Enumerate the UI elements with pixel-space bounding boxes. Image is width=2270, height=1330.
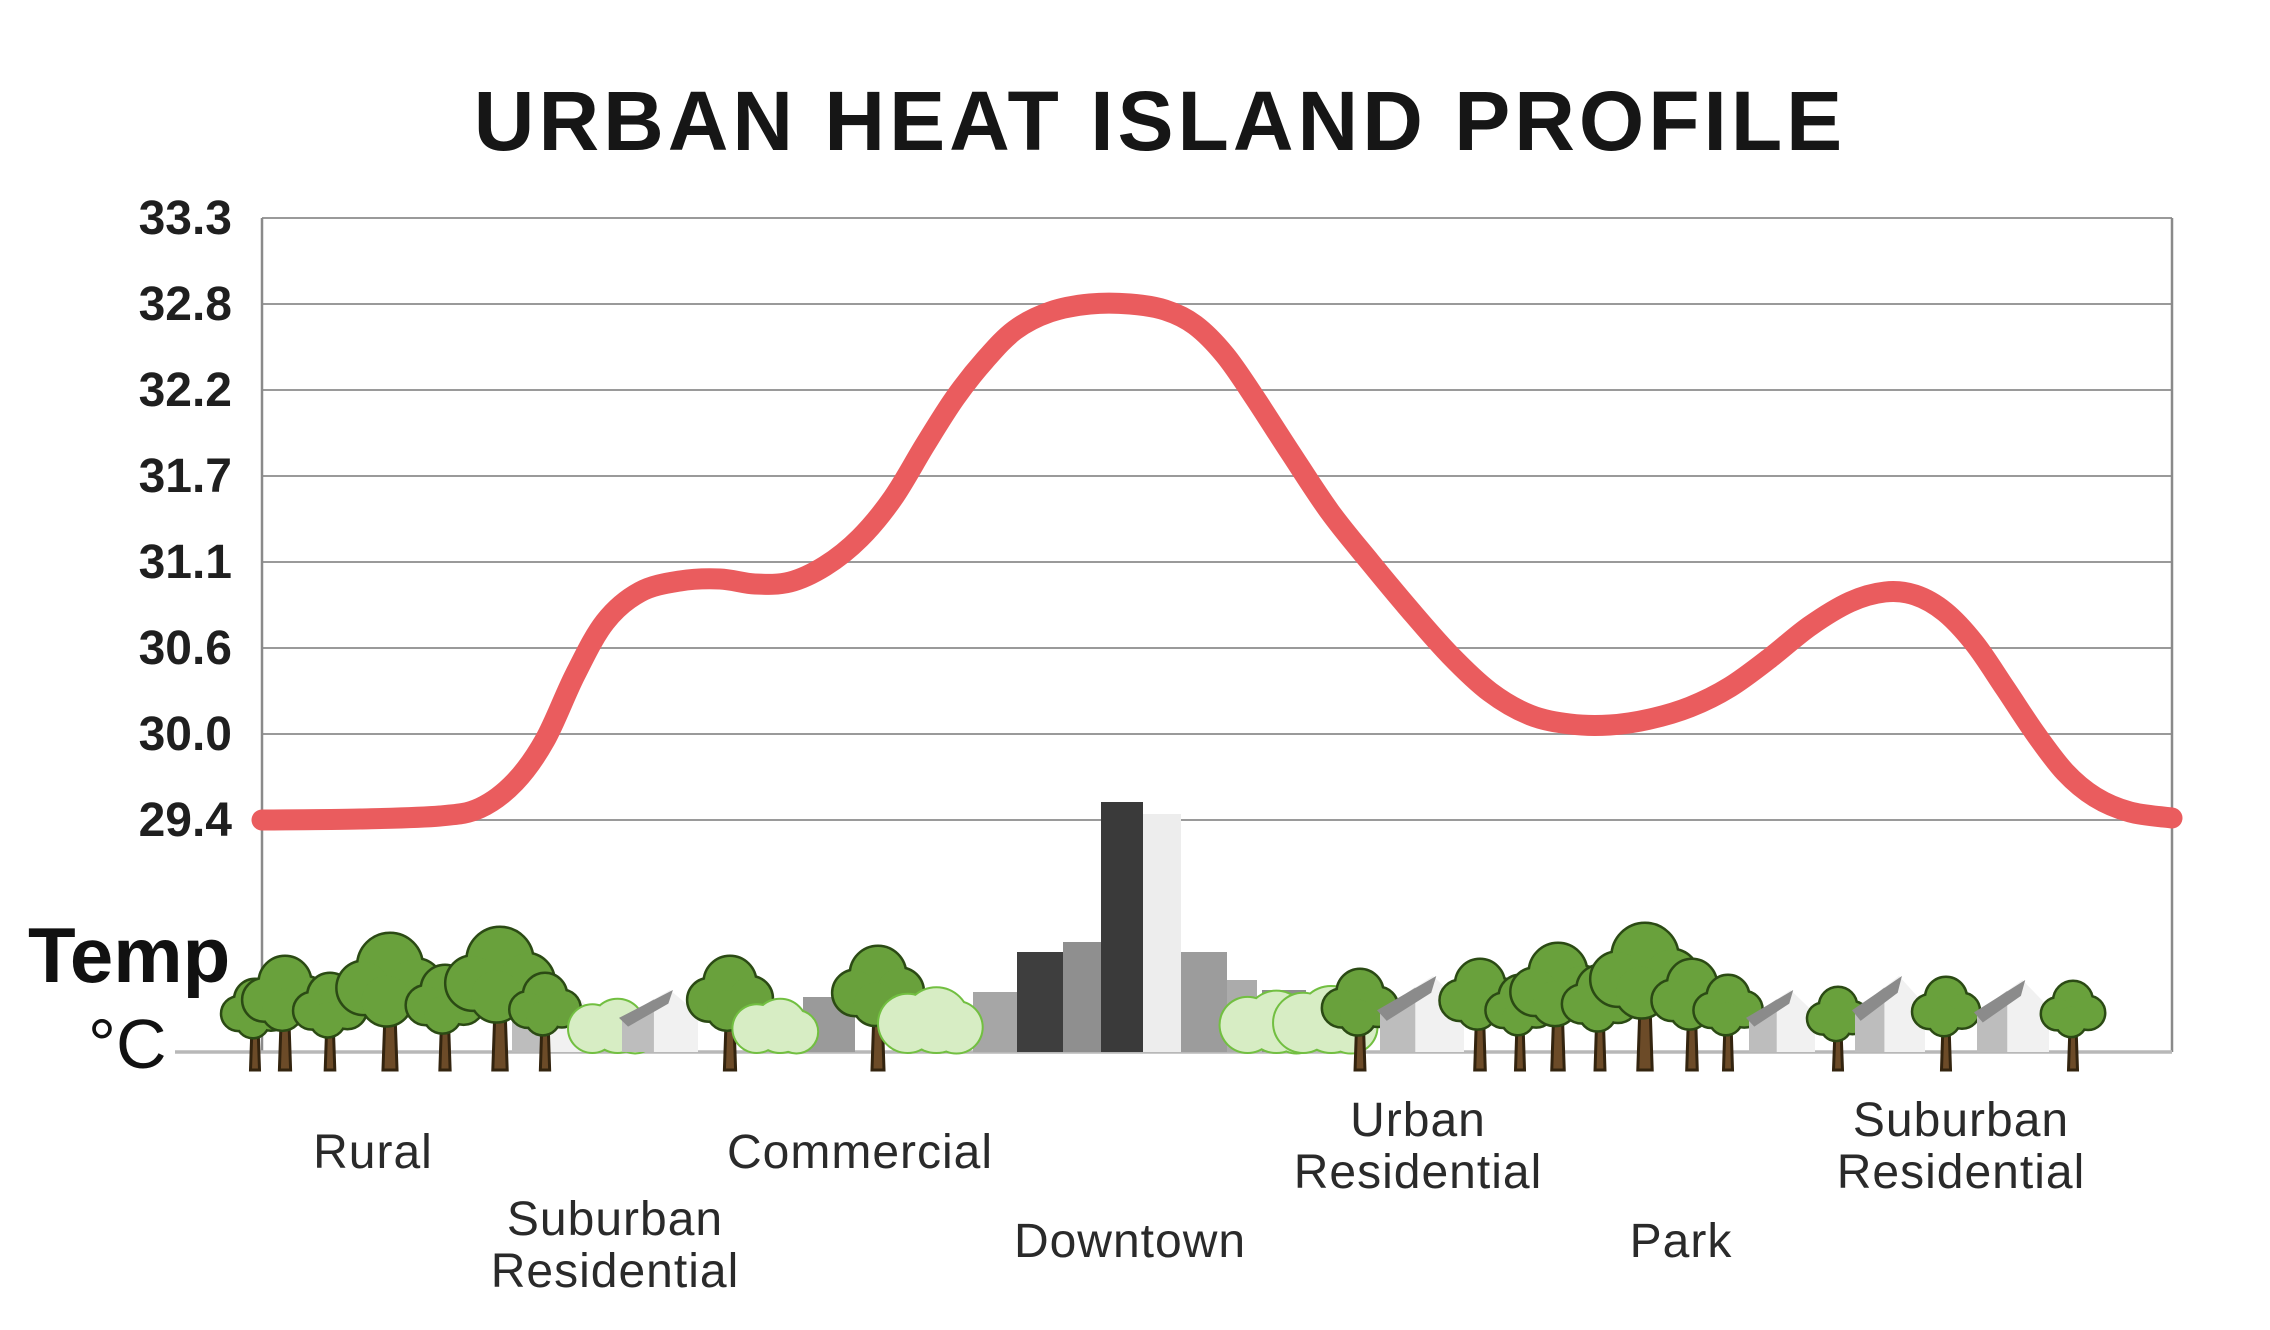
y-tick: 30.0	[139, 708, 232, 761]
house-icon	[619, 990, 698, 1052]
tree-crown	[1692, 973, 1764, 1037]
zone-label-park: Park	[1630, 1215, 1733, 1268]
zone-label-suburban-left-line2: Residential	[491, 1245, 739, 1298]
tree-icon	[1910, 975, 1982, 1072]
y-tick: 30.6	[139, 622, 232, 675]
zone-label-commercial: Commercial	[727, 1126, 993, 1179]
zone-label-downtown: Downtown	[1014, 1215, 1246, 1268]
house-icon	[1852, 976, 1925, 1052]
house-icon	[1974, 980, 2049, 1052]
house-icon	[1746, 990, 1815, 1052]
y-tick: 31.1	[139, 536, 232, 589]
house-roof	[619, 990, 673, 1027]
house-roof	[1974, 980, 2026, 1023]
tree-icon	[335, 931, 445, 1072]
y-axis-label-temp: Temp	[28, 911, 230, 999]
chart-title: URBAN HEAT ISLAND PROFILE	[474, 74, 1846, 168]
zone-labels: Rural Suburban Residential Commercial Do…	[313, 1094, 2085, 1298]
tree-crown	[240, 954, 330, 1033]
tree-icon	[2039, 979, 2107, 1072]
y-axis-tick-labels: 33.3 32.8 32.2 31.7 31.1 30.6 30.0 29.4	[139, 192, 233, 847]
zone-label-suburban-right-line2: Residential	[1837, 1146, 2085, 1199]
bush-icon	[731, 997, 820, 1055]
tree-crown	[335, 931, 445, 1028]
y-tick: 33.3	[139, 192, 232, 245]
y-tick: 31.7	[139, 450, 232, 503]
zone-label-rural: Rural	[313, 1126, 433, 1179]
building-icon	[1017, 952, 1063, 1052]
landscape-illustration	[219, 802, 2107, 1072]
tree-crown	[1320, 967, 1400, 1037]
house-roof	[1852, 976, 1902, 1021]
house-roof	[1377, 976, 1437, 1021]
y-axis-title: Temp °C	[28, 911, 230, 1083]
tree-crown	[2039, 979, 2107, 1039]
zone-label-urban-res-line2: Residential	[1294, 1146, 1542, 1199]
building-icon	[1143, 814, 1181, 1052]
tree-icon	[1805, 985, 1871, 1072]
zone-label-suburban-right-line1: Suburban	[1853, 1094, 2069, 1147]
zone-label-urban-res-line1: Urban	[1350, 1094, 1486, 1147]
y-tick: 32.8	[139, 278, 232, 331]
tree-icon	[1692, 973, 1764, 1072]
house-roof	[1746, 990, 1794, 1027]
building-icon	[1063, 942, 1101, 1052]
tree-icon	[1588, 921, 1702, 1072]
y-tick: 32.2	[139, 364, 232, 417]
building-icon	[1101, 802, 1143, 1052]
tree-crown	[1910, 975, 1982, 1038]
building-icon	[1181, 952, 1227, 1052]
y-axis-label-unit: °C	[88, 1005, 167, 1083]
temperature-curve	[251, 292, 2183, 831]
bush-icon	[877, 986, 984, 1055]
y-tick: 29.4	[139, 794, 233, 847]
tree-crown	[1805, 985, 1871, 1043]
zone-label-suburban-left-line1: Suburban	[507, 1193, 723, 1246]
tree-icon	[240, 954, 330, 1072]
tree-icon	[1320, 967, 1400, 1072]
